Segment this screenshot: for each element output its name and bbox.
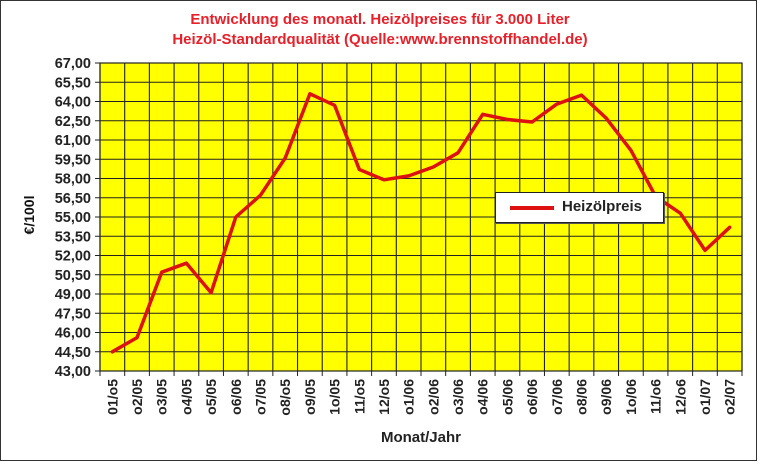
x-tick-label: o2/06 [425,379,441,415]
y-tick-label: 44,50 [55,345,91,361]
x-tick-label: o5/06 [499,379,515,415]
x-axis-title: Monat/Jahr [380,429,461,446]
x-tick-label: o6/06 [524,379,540,415]
y-tick-label: 46,00 [55,326,91,342]
y-tick-label: 56,50 [55,191,91,207]
x-tick-label: o1/07 [697,379,713,415]
y-tick-label: 62,50 [55,114,91,130]
y-tick-label: 50,50 [55,268,91,284]
legend: Heizölpreis [495,192,664,223]
x-tick-label: o9/06 [598,379,614,415]
x-tick-label: o6/06 [228,379,244,415]
x-tick-label: o7/06 [549,379,565,415]
x-tick-label: o8/o5 [277,379,293,416]
y-tick-label: 58,00 [55,172,91,188]
y-tick-label: 43,00 [55,364,91,380]
y-axis-title: €/100l [14,196,44,235]
x-tick-label: o4/05 [178,379,194,415]
y-axis-title-text: €/100l [21,195,37,235]
x-tick-label: o1/06 [401,379,417,415]
x-tick-label: 11/o6 [648,379,664,414]
y-tick-label: 61,00 [55,133,91,149]
y-tick-label: 65,50 [55,75,91,91]
x-tick-label: 11/o5 [351,379,367,414]
y-tick-label: 55,00 [55,210,91,226]
x-axis: 01/o5 o2/05 o3/05 o4/05 o5/05 o6/06 o7/05 o8/o5… [99,371,743,416]
series-line-heizoelpreis [110,92,732,354]
x-tick-label: o5/05 [203,379,219,415]
x-tick-label: 1o/05 [327,379,343,415]
legend-line-swatch [510,206,554,210]
y-tick-label: 49,00 [55,287,91,303]
legend-label: Heizölpreis [562,198,643,215]
x-tick-label: o2/07 [722,379,738,415]
chart-title-line-2: Heizöl-Standardqualität (Quelle:www.bren… [172,31,588,48]
x-tick-label: 01/o5 [104,379,120,415]
x-tick-label: o7/05 [253,379,269,415]
y-tick-label: 59,50 [55,152,91,168]
x-tick-label: o4/06 [475,379,491,415]
x-tick-label: o3/06 [450,379,466,415]
y-tick-label: 53,50 [55,229,91,245]
y-tick-label: 52,00 [55,249,91,265]
x-tick-label: o9/05 [302,379,318,415]
y-tick-label: 64,00 [55,95,91,111]
x-tick-label: o8/06 [574,379,590,415]
y-tick-label: 67,00 [55,56,91,72]
x-tick-label: 1o/06 [623,379,639,415]
x-tick-label: 12/o6 [672,379,688,415]
y-tick-label: 47,50 [55,306,91,322]
x-tick-label: o3/05 [154,379,170,415]
x-tick-label: 12/o5 [376,379,392,415]
x-tick-label: o2/05 [129,379,145,415]
y-axis: 43,00 44,50 46,00 47,50 49,00 50,50 52,00 53,50… [55,56,100,380]
chart-title-line-1: Entwicklung des monatl. Heizölpreises fü… [190,11,570,28]
